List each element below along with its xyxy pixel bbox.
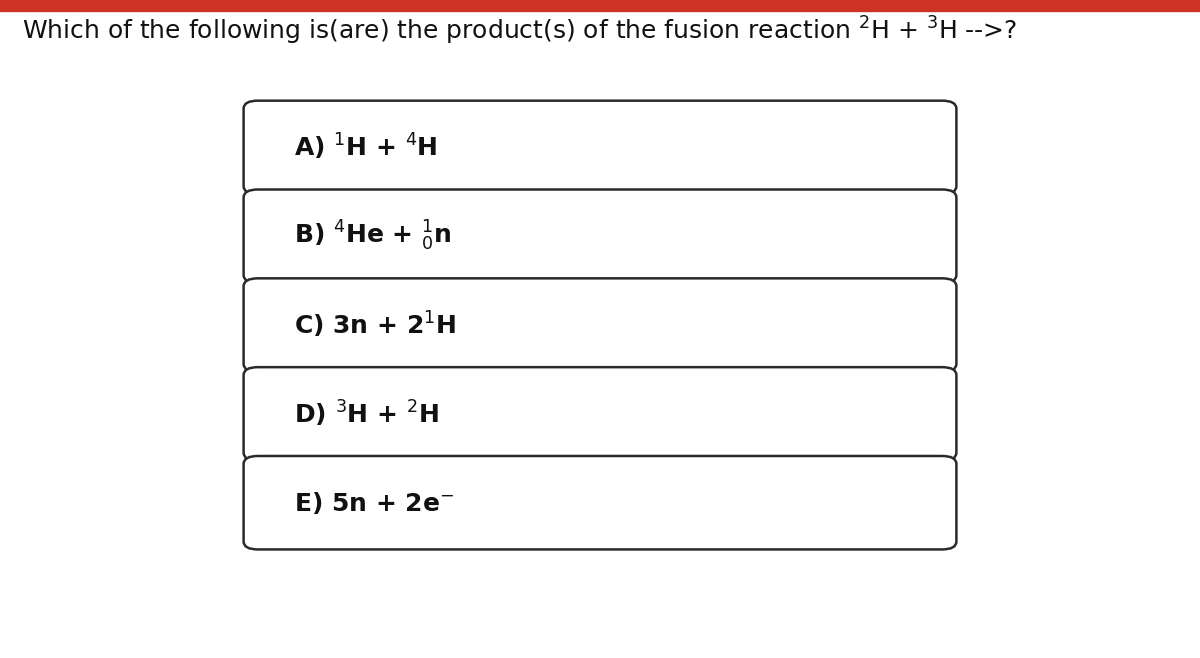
- Text: E) 5n + 2e$^{-}$: E) 5n + 2e$^{-}$: [294, 490, 454, 516]
- Text: Which of the following is(are) the product(s) of the fusion reaction $^{2}$H + $: Which of the following is(are) the produ…: [22, 14, 1016, 47]
- FancyBboxPatch shape: [244, 456, 956, 549]
- FancyBboxPatch shape: [244, 101, 956, 194]
- FancyBboxPatch shape: [244, 367, 956, 461]
- Text: D) $^{3}$H + $^{2}$H: D) $^{3}$H + $^{2}$H: [294, 399, 439, 429]
- Text: A) $^{1}$H + $^{4}$H: A) $^{1}$H + $^{4}$H: [294, 132, 438, 163]
- FancyBboxPatch shape: [244, 278, 956, 372]
- Bar: [0, 0, 1200, 11]
- Text: C) 3n + 2$^{1}$H: C) 3n + 2$^{1}$H: [294, 310, 456, 340]
- Text: B) $^{4}$He + $^{1}_{0}$n: B) $^{4}$He + $^{1}_{0}$n: [294, 219, 451, 253]
- FancyBboxPatch shape: [244, 190, 956, 283]
